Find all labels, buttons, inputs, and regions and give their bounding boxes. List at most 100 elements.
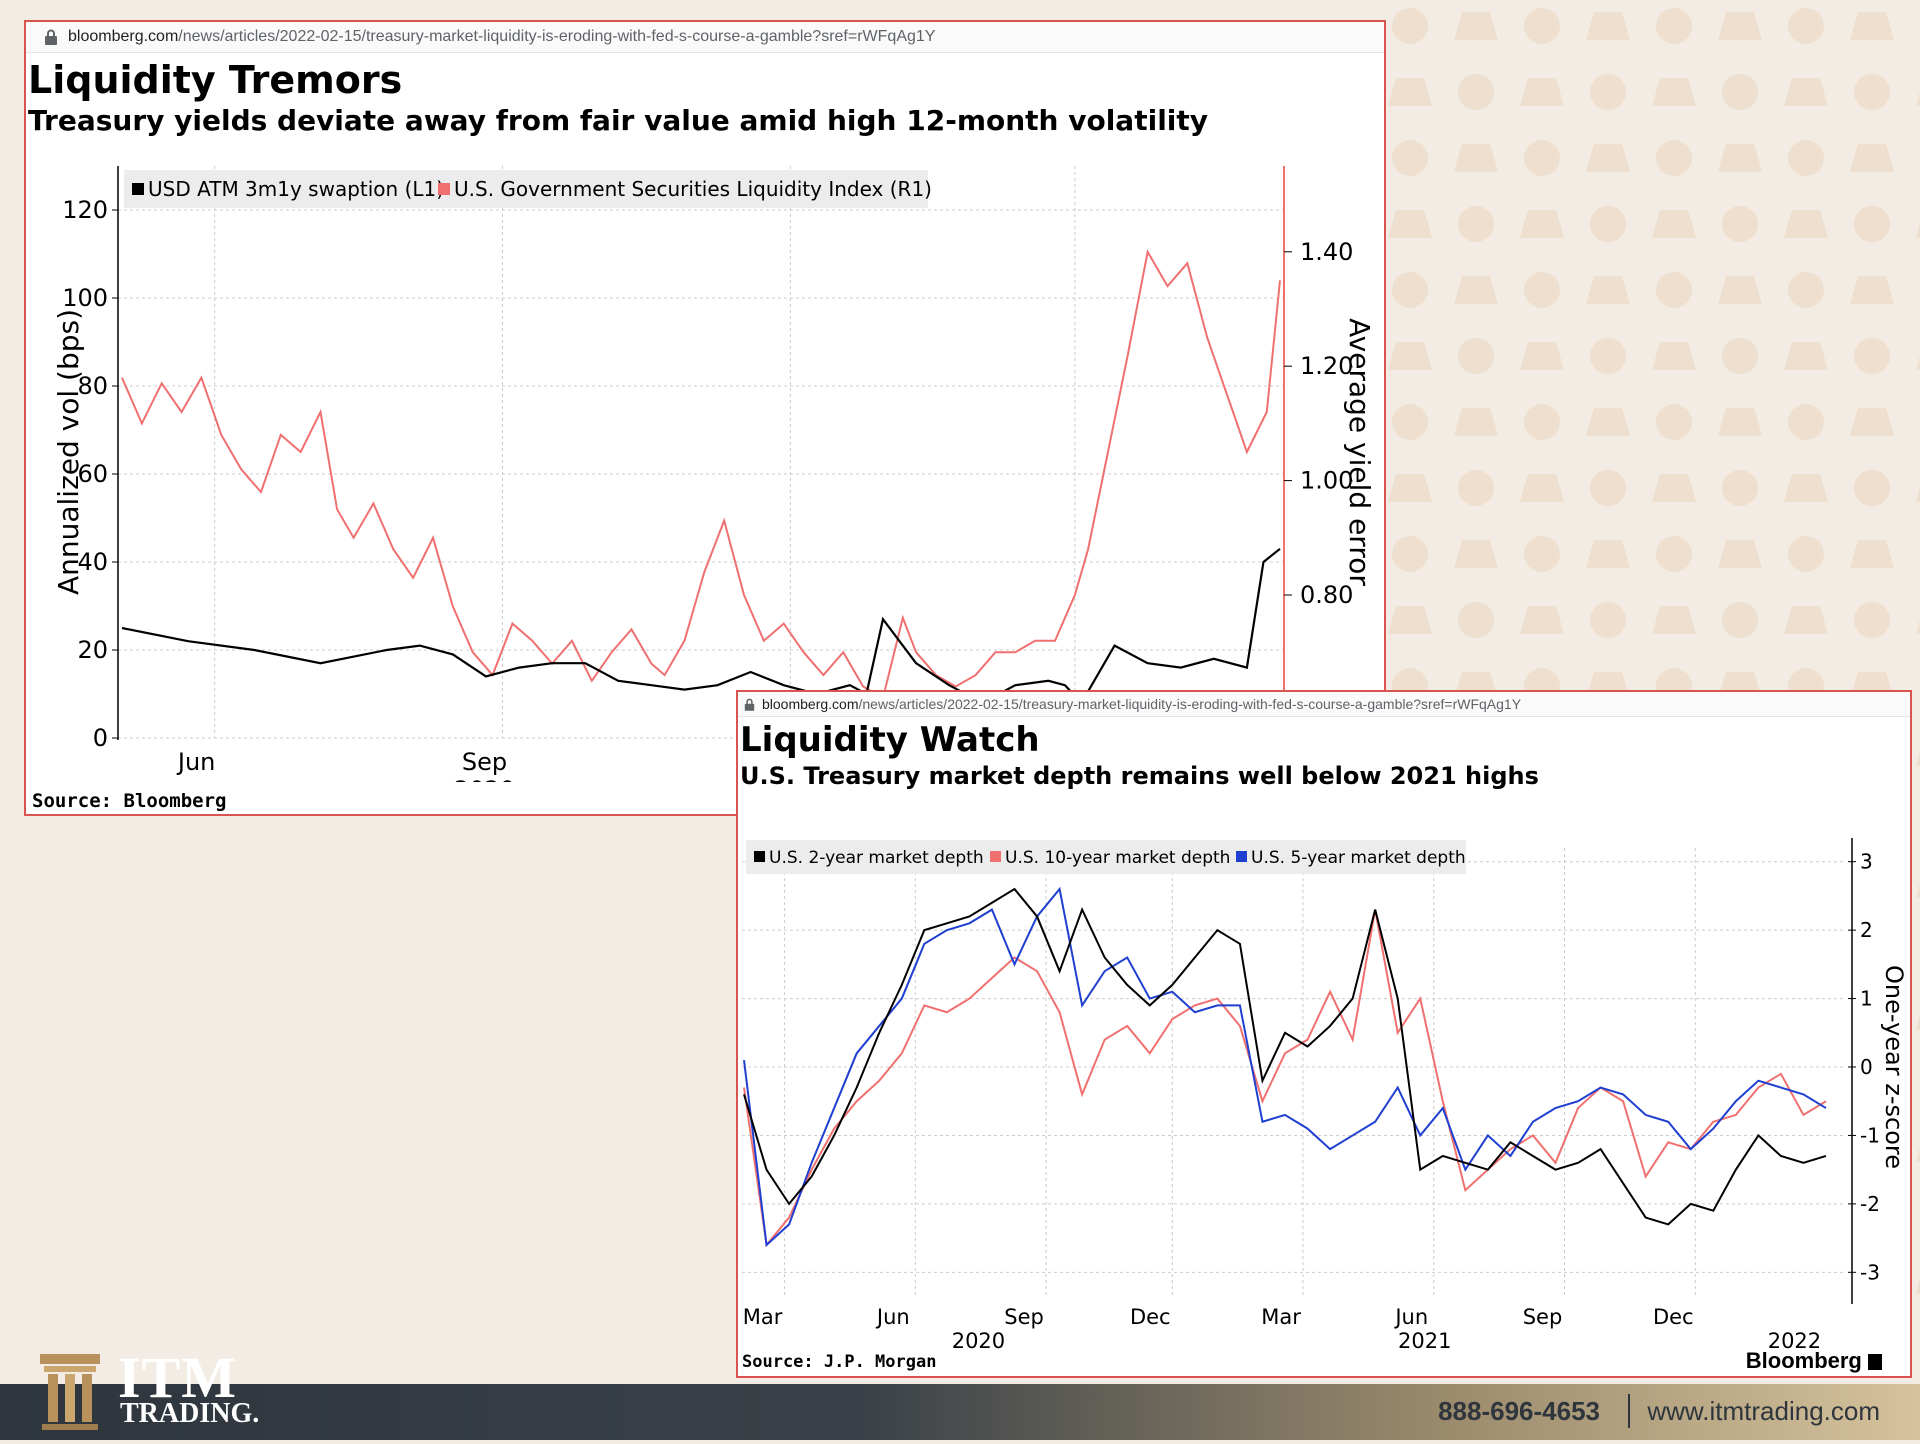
bg-coin-shape [1722, 338, 1758, 374]
y-tick-label: -1 [1860, 1123, 1880, 1147]
bg-coin-shape [1524, 8, 1560, 44]
bg-bar-shape [1850, 408, 1894, 436]
source-label: Source: Bloomberg [32, 790, 227, 812]
x-year-label: 2021 [1398, 1329, 1451, 1352]
legend-swatch [990, 851, 1001, 862]
url-bar[interactable]: bloomberg.com/news/articles/2022-02-15/t… [738, 692, 1910, 717]
chart-plot-1: 0204060801001200.600.801.001.201.40JunSe… [52, 166, 1376, 782]
bg-bar-shape [1652, 78, 1696, 106]
x-tick-label: Dec [1653, 1305, 1694, 1329]
url-path: /news/articles/2022-02-15/treasury-marke… [178, 28, 936, 45]
bg-bar-shape [1520, 474, 1564, 502]
bg-bar-shape [1520, 606, 1564, 634]
footer-divider [1628, 1394, 1630, 1428]
bg-bar-shape [1916, 488, 1920, 502]
website-link[interactable]: www.itmtrading.com [1647, 1396, 1880, 1426]
bg-bar-shape [1916, 1280, 1920, 1294]
bg-bar-shape [1454, 12, 1498, 40]
bg-bar-shape [1718, 540, 1762, 568]
legend-box [124, 170, 928, 208]
chart-plot-2: -3 -2 -1 0 1 2 3 Mar Jun Sep Dec Mar Jun Sep Dec 2020 20… [742, 838, 1908, 1352]
legend-box [746, 840, 1466, 874]
y2-tick-label: 1.20 [1300, 352, 1353, 380]
logo-trading-text: TRADING. [120, 1398, 260, 1429]
x-tick-label: Jun [1393, 1305, 1428, 1329]
bg-bar-shape [1916, 884, 1920, 898]
bg-bar-shape [1718, 408, 1762, 436]
bg-coin-shape [1656, 536, 1692, 572]
bg-coin-shape [1524, 536, 1560, 572]
y-tick-label: 1 [1860, 987, 1873, 1011]
bg-coin-shape [1458, 74, 1494, 110]
footer-bar: 888-696-4653 www.itmtrading.com [0, 1384, 1920, 1440]
url-bar[interactable]: bloomberg.com/news/articles/2022-02-15/t… [26, 22, 1384, 53]
legend-swatch [1236, 851, 1247, 862]
y-tick-label: 0 [93, 724, 108, 752]
x-tick-label: Jun [875, 1305, 910, 1329]
bg-coin-shape [1392, 272, 1428, 308]
series-line-5-year [743, 886, 1827, 1247]
bg-bar-shape [1784, 342, 1828, 370]
bg-bar-shape [1916, 1148, 1920, 1162]
legend-swatch-swaption [132, 183, 144, 195]
source-label: Source: J.P. Morgan [742, 1352, 937, 1372]
bg-coin-shape [1392, 140, 1428, 176]
bg-bar-shape [1388, 606, 1432, 634]
bloomberg-wordmark: Bloomberg [1745, 1348, 1862, 1373]
bg-coin-shape [1854, 470, 1890, 506]
bg-coin-shape [1722, 74, 1758, 110]
bg-coin-shape [1458, 470, 1494, 506]
y2-tick-label: 1.40 [1300, 238, 1353, 266]
bg-bar-shape [1388, 342, 1432, 370]
chart-title: Liquidity Tremors [28, 58, 403, 102]
x-year-label: 2020 [454, 776, 515, 782]
bg-bar-shape [1718, 276, 1762, 304]
y-axis-title: Annualized vol (bps) [52, 309, 85, 595]
phone-number[interactable]: 888-696-4653 [1438, 1396, 1600, 1426]
chart-subtitle: U.S. Treasury market depth remains well … [740, 762, 1539, 790]
bg-bar-shape [1718, 12, 1762, 40]
bg-bar-shape [1652, 606, 1696, 634]
bg-bar-shape [1586, 408, 1630, 436]
bg-bar-shape [1916, 356, 1920, 370]
bg-coin-shape [1590, 338, 1626, 374]
bg-coin-shape [1854, 602, 1890, 638]
bg-coin-shape [1854, 206, 1890, 242]
legend-swatch-liquidity [438, 183, 450, 195]
chart-liquidity-watch: bloomberg.com/news/articles/2022-02-15/t… [736, 690, 1912, 1378]
url-host: bloomberg.com [762, 696, 859, 712]
lock-icon [744, 698, 755, 711]
bg-coin-shape [1590, 470, 1626, 506]
series-line-2-year [743, 887, 1827, 1226]
bg-bar-shape [1454, 144, 1498, 172]
bg-bar-shape [1718, 144, 1762, 172]
bg-coin-shape [1788, 272, 1824, 308]
x-year-label: 2020 [952, 1329, 1005, 1352]
bg-coin-shape [1458, 338, 1494, 374]
bg-coin-shape [1722, 206, 1758, 242]
bg-bar-shape [1388, 474, 1432, 502]
bg-bar-shape [1388, 210, 1432, 238]
logo-itm-text: ITM [118, 1345, 237, 1410]
series-line-swaption [121, 547, 1281, 705]
bg-bar-shape [1454, 408, 1498, 436]
itm-trading-logo: ITM TRADING. [36, 1344, 266, 1444]
pillar-logo-icon [40, 1354, 100, 1430]
chart-title: Liquidity Watch [740, 720, 1040, 760]
bg-coin-shape [1656, 272, 1692, 308]
bg-bar-shape [1850, 276, 1894, 304]
bg-coin-shape [1854, 338, 1890, 374]
bg-coin-shape [1524, 404, 1560, 440]
bg-bar-shape [1586, 276, 1630, 304]
legend-label-swaption: USD ATM 3m1y swaption (L1) [148, 177, 444, 201]
bloomberg-brand: Bloomberg [1746, 1348, 1882, 1374]
legend-label: U.S. 5-year market depth [1251, 848, 1466, 868]
bg-coin-shape [1590, 602, 1626, 638]
bg-bar-shape [1784, 210, 1828, 238]
bg-bar-shape [1454, 540, 1498, 568]
legend-label-liquidity: U.S. Government Securities Liquidity Ind… [454, 177, 932, 201]
x-tick-label: Dec [1130, 1305, 1171, 1329]
y-tick-label: 3 [1860, 850, 1873, 874]
bg-coin-shape [1590, 206, 1626, 242]
y-tick-label: 60 [77, 460, 108, 488]
